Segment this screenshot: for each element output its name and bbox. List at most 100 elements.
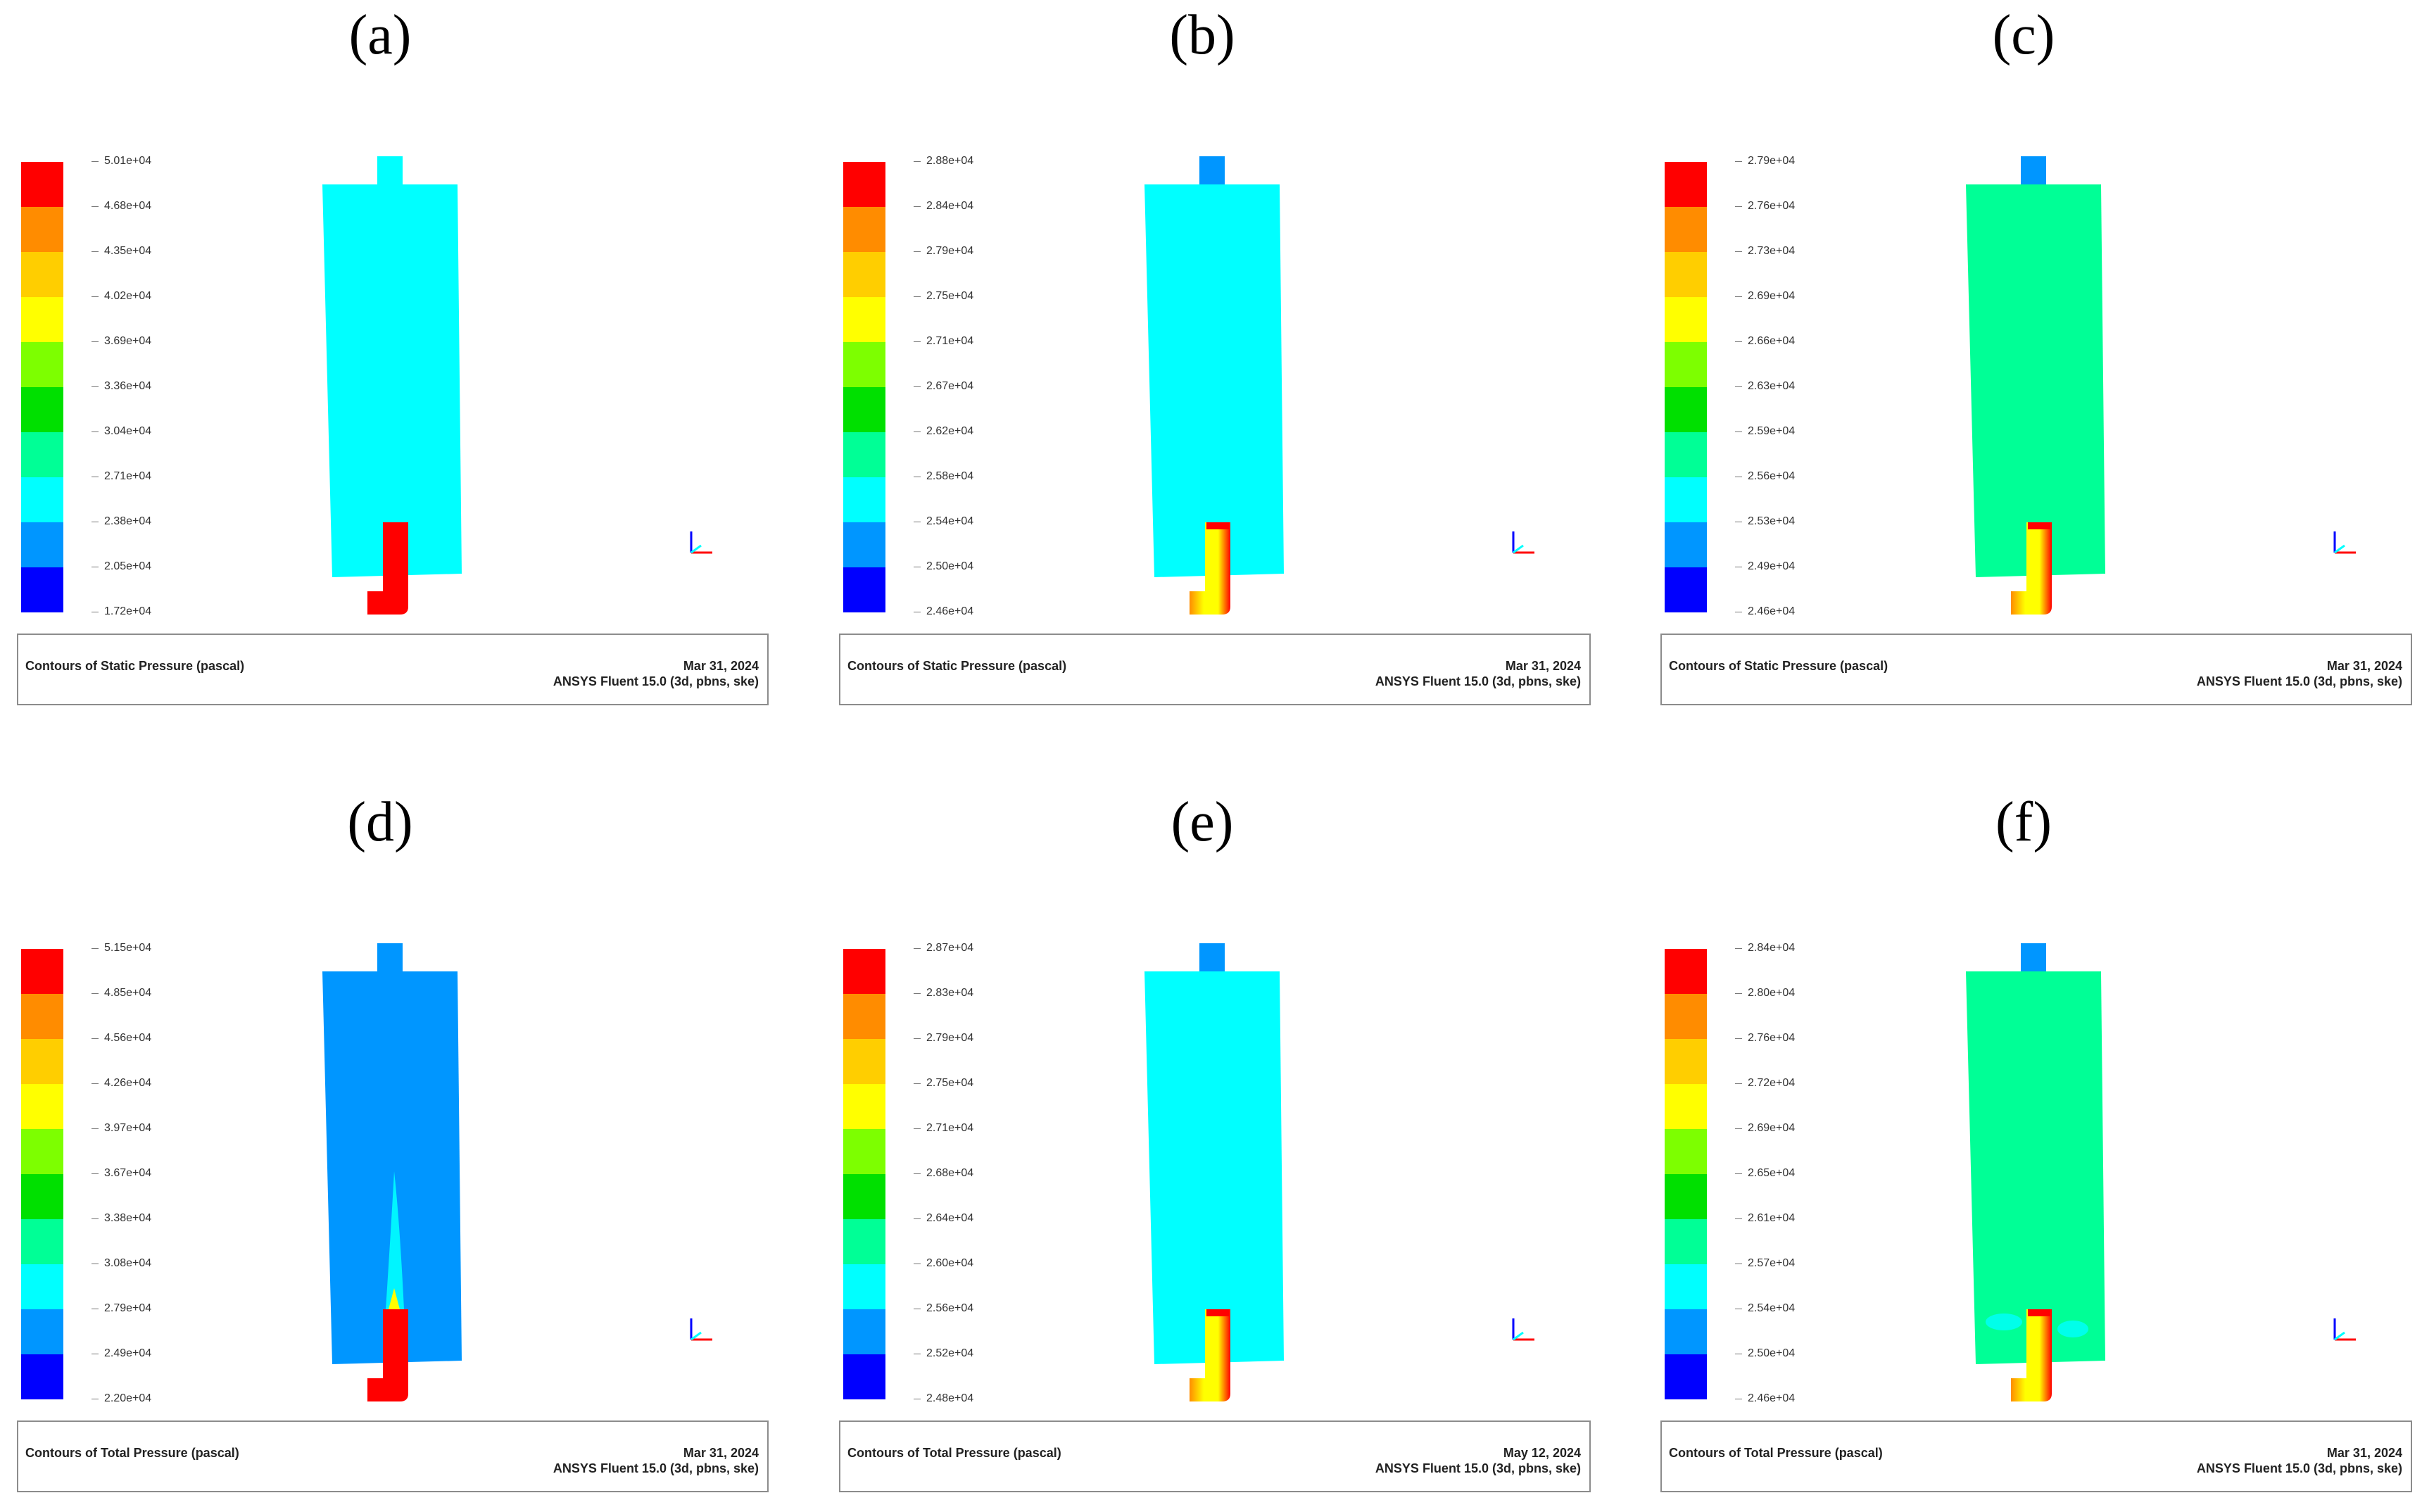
colorbar-tick-label: 2.79e+04 [91,1302,152,1314]
chamber-body [322,971,462,1364]
coordinate-axes [1512,531,1534,554]
color-scale: 5.15e+04 4.85e+04 4.56e+04 4.26e+04 3.97e+04… [21,942,151,1404]
plot-date: May 12, 2024 [1503,1446,1581,1460]
colorbar-tick-label: 2.69e+04 [1734,290,1796,302]
plot-info-box: Contours of Static Pressure (pascal) Mar… [17,634,769,705]
colorbar-segment [843,994,885,1039]
colorbar-segment [1665,1039,1707,1084]
colorbar-segment [21,252,63,297]
jet-tip [2028,522,2050,529]
outlet-duct [1199,156,1225,187]
colorbar-segment [1665,949,1707,994]
colorbar-tick-label: 3.08e+04 [91,1257,152,1269]
colorbar-segment [21,342,63,387]
colorbar-segment [21,1084,63,1129]
colorbar-segment [1665,1354,1707,1399]
plot-date: Mar 31, 2024 [2326,1446,2402,1460]
color-scale: 2.84e+04 2.80e+04 2.76e+04 2.72e+04 2.69e+04… [1665,942,1795,1404]
y-axis [1513,1331,1524,1341]
colorbar-tick-label: 3.04e+04 [91,425,152,437]
colorbar-tick-label: 4.56e+04 [91,1032,152,1044]
colorbar-tick-label: 2.84e+04 [1734,942,1796,954]
panel-label: (e) [1171,791,1234,853]
colorbar-tick-label: 2.46e+04 [913,605,974,617]
colorbar-tick-label: 2.76e+04 [1734,200,1796,212]
colorbar-segment [21,1309,63,1354]
colorbar-segment [843,1129,885,1174]
outlet-duct [2021,943,2046,974]
colorbar-tick-label: 2.56e+04 [1734,470,1796,482]
chamber-body [1144,971,1284,1364]
colorbar-tick-label: 2.54e+04 [913,515,974,527]
contour-domain [322,943,712,1401]
colorbar-tick-label: 2.80e+04 [1734,987,1796,999]
colorbar-tick-label: 4.35e+04 [91,245,152,257]
colorbar-segment [843,1174,885,1219]
colorbar-segment [21,1039,63,1084]
inlet-jet [367,1309,408,1401]
colorbar-tick-label: 2.58e+04 [913,470,974,482]
colorbar-tick-label: 2.79e+04 [913,245,974,257]
colorbar-segment [1665,477,1707,522]
colorbar-segment [843,1084,885,1129]
inlet-jet [1190,1309,1230,1401]
software-label: ANSYS Fluent 15.0 (3d, pbns, ske) [2196,674,2402,688]
panel-label: (f) [1995,791,2052,853]
colorbar-segment [1665,1174,1707,1219]
colorbar-segment [21,297,63,342]
colorbar-tick-label: 2.72e+04 [1734,1077,1796,1089]
colorbar-tick-label: 2.88e+04 [913,155,974,167]
color-scale: 5.01e+04 4.68e+04 4.35e+04 4.02e+04 3.69e+04… [21,155,151,617]
inlet-jet [2011,522,2052,615]
plot-date: Mar 31, 2024 [1505,659,1581,673]
colorbar-tick-label: 2.71e+04 [913,1122,974,1134]
panel-label: (d) [347,791,413,853]
plot-title: Contours of Static Pressure (pascal) [847,659,1067,673]
plot-title: Contours of Static Pressure (pascal) [1669,659,1888,673]
panel-a: (a) 5.01e+04 4.68e+04 4.35e+04 4.02e+04 3.69… [0,0,769,718]
software-label: ANSYS Fluent 15.0 (3d, pbns, ske) [553,674,759,688]
plot-info-box: Contours of Total Pressure (pascal) Mar … [17,1420,769,1492]
colorbar-segment [843,1354,885,1399]
jet-plume-core [389,1288,400,1309]
colorbar-segment [21,994,63,1039]
panel-label: (c) [1992,4,2055,66]
colorbar-tick-label: 2.54e+04 [1734,1302,1796,1314]
coordinate-axes [1512,1318,1534,1341]
chamber-body [322,184,462,577]
colorbar-segment [21,949,63,994]
colorbar-tick-label: 2.68e+04 [913,1167,974,1179]
colorbar-segment [843,477,885,522]
panel-d: (d) 5.15e+04 4.85e+04 4.56e+04 4.26e+04 3.97… [0,787,769,1505]
colorbar-segment [843,949,885,994]
colorbar-tick-label: 2.87e+04 [913,942,974,954]
colorbar-segment [1665,342,1707,387]
colorbar-tick-label: 2.50e+04 [1734,1347,1796,1359]
colorbar-segment [843,207,885,252]
colorbar-segment [1665,207,1707,252]
contour-domain [1144,156,1534,615]
recirculation-zone [1986,1313,2022,1330]
colorbar-segment [843,1309,885,1354]
colorbar-segment [1665,1264,1707,1309]
panel-c: (c) 2.79e+04 2.76e+04 2.73e+04 2.69e+04 2.66… [1644,0,2412,718]
chamber-body [1966,971,2105,1364]
colorbar-tick-label: 2.79e+04 [913,1032,974,1044]
colorbar-tick-label: 2.69e+04 [1734,1122,1796,1134]
colorbar-tick-label: 3.38e+04 [91,1212,152,1224]
y-axis [690,1331,702,1341]
outlet-duct [1199,943,1225,974]
outlet-duct [377,943,403,974]
colorbar-segment [1665,1219,1707,1264]
colorbar-tick-label: 1.72e+04 [91,605,152,617]
colorbar-segment [843,1039,885,1084]
plot-title: Contours of Total Pressure (pascal) [1669,1446,1883,1460]
colorbar-tick-label: 5.01e+04 [91,155,152,167]
colorbar-segment [21,162,63,207]
colorbar-segment [21,432,63,477]
software-label: ANSYS Fluent 15.0 (3d, pbns, ske) [1375,1461,1581,1475]
panel-label: (b) [1169,4,1235,66]
colorbar-segment [1665,1084,1707,1129]
colorbar-tick-label: 5.15e+04 [91,942,152,954]
software-label: ANSYS Fluent 15.0 (3d, pbns, ske) [553,1461,759,1475]
